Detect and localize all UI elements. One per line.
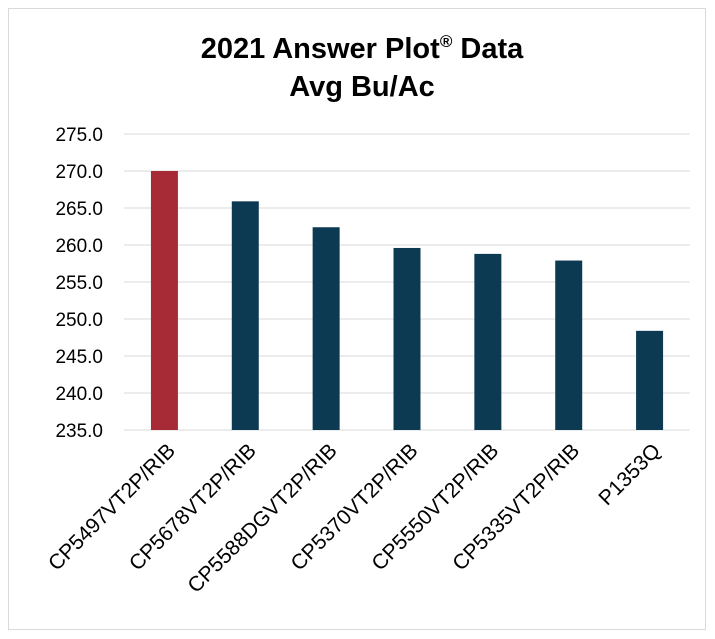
- y-tick-label: 240.0: [55, 384, 103, 405]
- y-tick-label: 275.0: [55, 125, 103, 146]
- bar: [555, 260, 583, 430]
- bar: [393, 247, 421, 430]
- chart-title-main: 2021 Answer Plot: [201, 33, 440, 65]
- bar: [636, 330, 664, 430]
- y-tick-label: 260.0: [55, 236, 103, 257]
- x-tick-label: CP5588DGVT2P/RIB: [183, 439, 341, 597]
- chart-subtitle: Avg Bu/Ac: [289, 71, 435, 103]
- bar: [312, 227, 340, 430]
- bar: [231, 201, 259, 430]
- y-tick-label: 245.0: [55, 347, 103, 368]
- chart-title: 2021 Answer Plot® Data: [201, 32, 524, 65]
- chart-title-registered-mark: ®: [440, 32, 453, 51]
- y-tick-label: 265.0: [55, 199, 103, 220]
- x-tick-label: P1353Q: [594, 439, 665, 510]
- x-axis-tick-labels: CP5497VT2P/RIBCP5678VT2P/RIBCP5588DGVT2P…: [44, 439, 665, 597]
- bars: [150, 171, 664, 430]
- y-tick-label: 255.0: [55, 273, 103, 294]
- y-tick-label: 235.0: [55, 421, 103, 442]
- y-axis-tick-labels: 235.0 240.0 245.0 250.0 255.0 260.0 265.0 270.0…: [55, 125, 103, 442]
- bar: [474, 253, 502, 430]
- y-tick-label: 270.0: [55, 162, 103, 183]
- bar: [150, 171, 178, 430]
- y-tick-label: 250.0: [55, 310, 103, 331]
- chart-title-suffix: Data: [452, 33, 524, 65]
